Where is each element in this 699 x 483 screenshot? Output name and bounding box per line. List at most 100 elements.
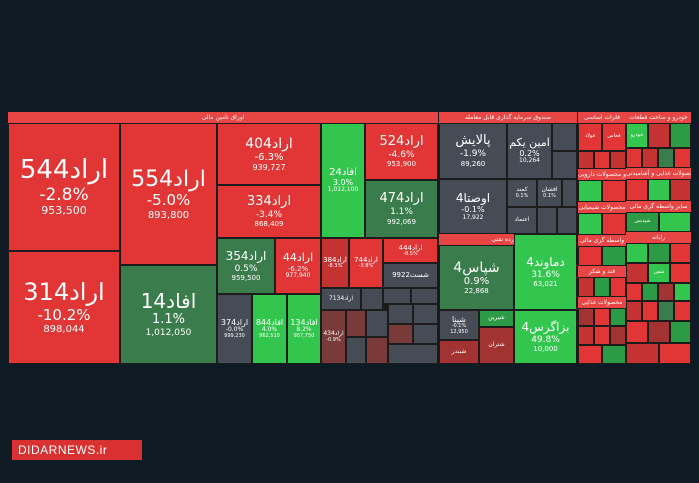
- tile-shapdis[interactable]: شپدیس: [626, 212, 659, 232]
- tile-c-21[interactable]: [642, 301, 658, 321]
- tile-arad544[interactable]: اراد544 -2.8% 953,500: [8, 123, 120, 251]
- tile-arad474[interactable]: اراد474 1.1% 992,069: [365, 180, 438, 238]
- tile-c-17[interactable]: [642, 283, 658, 301]
- tile-fakhas[interactable]: فخاس: [602, 123, 626, 151]
- tile-shebandar[interactable]: شبندر: [439, 340, 479, 364]
- tile-c-23[interactable]: [674, 301, 691, 321]
- tile-bazargas4[interactable]: بزاگرس4 49.8% 10,000: [514, 310, 577, 364]
- tile-arad744[interactable]: اراد744 -3.8%: [349, 238, 383, 288]
- tile-c-10[interactable]: [659, 212, 691, 232]
- tile-fooladh[interactable]: فولاد: [578, 123, 602, 151]
- tile-m-10[interactable]: [578, 277, 594, 297]
- tile-small-9[interactable]: [413, 304, 438, 324]
- tile-arad554[interactable]: اراد554 -5.0% 893,800: [120, 123, 217, 265]
- tile-shepna[interactable]: شپنا -0.1% 12,950: [439, 310, 479, 340]
- tile-c-13[interactable]: [670, 243, 691, 263]
- tile-small-6[interactable]: [383, 288, 411, 304]
- tile-m-13[interactable]: [578, 308, 594, 326]
- tile-m-16[interactable]: [578, 326, 594, 345]
- tile-c-5[interactable]: [658, 148, 674, 168]
- tile-m-17[interactable]: [594, 326, 610, 345]
- tile-afad134[interactable]: افاد134 8.2% 957,750: [287, 294, 321, 364]
- tile-shepas4[interactable]: شپاس4 0.9% 22,868: [439, 245, 514, 310]
- tile-afad844[interactable]: افاد844 4.0% 962,510: [252, 294, 287, 364]
- tile-small-1[interactable]: [346, 310, 366, 337]
- tile-c-15[interactable]: [670, 263, 691, 283]
- tile-arad44[interactable]: اراد44 -6.2% 977,940: [275, 238, 321, 294]
- tile-shirin[interactable]: شیرین: [479, 310, 514, 327]
- tile-small-11[interactable]: [413, 324, 438, 344]
- tile-small-8[interactable]: [388, 304, 413, 324]
- tile-small-3[interactable]: [361, 288, 383, 310]
- tile-m-11[interactable]: [594, 277, 610, 297]
- tile-arad434[interactable]: اراد434 -0.9%: [321, 310, 346, 364]
- tile-small-2[interactable]: [346, 337, 366, 364]
- tile-c-20[interactable]: [626, 301, 642, 321]
- tile-arad314[interactable]: اراد314 -10.2% 898,044: [8, 251, 120, 364]
- tile-c-4[interactable]: [642, 148, 658, 168]
- tile-c-19[interactable]: [674, 283, 691, 301]
- tile-c-8[interactable]: [648, 179, 670, 201]
- tile-c-3[interactable]: [626, 148, 642, 168]
- tile-shatran[interactable]: شتران: [479, 327, 514, 364]
- tile-afad14[interactable]: افاد14 1.1% 1,012,050: [120, 265, 217, 364]
- tile-palayesh[interactable]: پالایش -1.9% 89,260: [439, 123, 507, 179]
- tile-small-funds-2[interactable]: [552, 151, 577, 179]
- tile-c-14[interactable]: [626, 263, 648, 283]
- tile-m-15[interactable]: [610, 308, 626, 326]
- tile-c-22[interactable]: [658, 301, 674, 321]
- tile-shast9922[interactable]: شست9922: [383, 263, 438, 288]
- tile-small-5[interactable]: [366, 337, 388, 364]
- tile-c-25[interactable]: [648, 321, 670, 343]
- tile-arad404[interactable]: اراد404 -6.3% 939,727: [217, 123, 321, 185]
- tile-m-6[interactable]: [578, 213, 602, 235]
- tile-c-16[interactable]: [626, 283, 642, 301]
- tile-shefan[interactable]: شفن: [648, 263, 670, 283]
- tile-ousta4[interactable]: اوصتا4 -0.1% 17,922: [439, 179, 507, 234]
- tile-c-9[interactable]: [670, 179, 691, 201]
- tile-m-14[interactable]: [594, 308, 610, 326]
- tile-arad524[interactable]: اراد524 -4.6% 953,900: [365, 123, 438, 180]
- tile-arad444[interactable]: اراد444 -8.5%: [383, 238, 438, 263]
- tile-m-12[interactable]: [610, 277, 626, 297]
- tile-small-funds-4[interactable]: [537, 207, 557, 234]
- tile-afshan[interactable]: افشان 0.1%: [537, 179, 562, 207]
- tile-m-1[interactable]: [578, 151, 594, 169]
- tile-arad7134[interactable]: اراد7134: [321, 288, 361, 310]
- tile-c-12[interactable]: [648, 243, 670, 263]
- tile-c-11[interactable]: [626, 243, 648, 263]
- tile-m-2[interactable]: [594, 151, 610, 169]
- tile-m-20[interactable]: [602, 345, 626, 364]
- tile-etemad[interactable]: اعتماد: [507, 207, 537, 234]
- tile-khodro[interactable]: خودرو: [626, 123, 648, 148]
- tile-c-26[interactable]: [670, 321, 691, 343]
- tile-m-7[interactable]: [602, 213, 626, 235]
- tile-c-27[interactable]: [626, 343, 659, 364]
- tile-small-7[interactable]: [411, 288, 438, 304]
- tile-arad354[interactable]: اراد354 0.5% 959,500: [217, 238, 275, 294]
- tile-arad374[interactable]: اراد374 -0.0% 999,230: [217, 294, 252, 364]
- tile-aminyekom[interactable]: امین یکم 0.2% 10,264: [507, 123, 552, 179]
- tile-m-4[interactable]: [578, 180, 602, 202]
- tile-small-funds-5[interactable]: [557, 207, 577, 234]
- tile-small-10[interactable]: [388, 324, 413, 344]
- tile-small-funds-1[interactable]: [552, 123, 577, 151]
- tile-small-funds-3[interactable]: [562, 179, 577, 207]
- tile-arad384[interactable]: اراد384 -8.3%: [321, 238, 349, 288]
- tile-small-12[interactable]: [388, 344, 438, 364]
- tile-c-2[interactable]: [670, 123, 691, 148]
- tile-damavand4[interactable]: دماوند4 31.6% 63,021: [514, 234, 577, 310]
- tile-small-4[interactable]: [366, 310, 388, 337]
- tile-m-5[interactable]: [602, 180, 626, 202]
- tile-c-6[interactable]: [674, 148, 691, 168]
- tile-c-18[interactable]: [658, 283, 674, 301]
- tile-afad24[interactable]: افاد24 3.0% 1,012,100: [321, 123, 365, 238]
- tile-c-24[interactable]: [626, 321, 648, 343]
- tile-m-8[interactable]: [578, 246, 602, 266]
- tile-c-7[interactable]: [626, 179, 648, 201]
- tile-arad334[interactable]: اراد334 -3.4% 868,409: [217, 185, 321, 238]
- tile-m-19[interactable]: [578, 345, 602, 364]
- tile-m-3[interactable]: [610, 151, 626, 169]
- tile-m-9[interactable]: [602, 246, 626, 266]
- tile-kamand[interactable]: کمند 0.1%: [507, 179, 537, 207]
